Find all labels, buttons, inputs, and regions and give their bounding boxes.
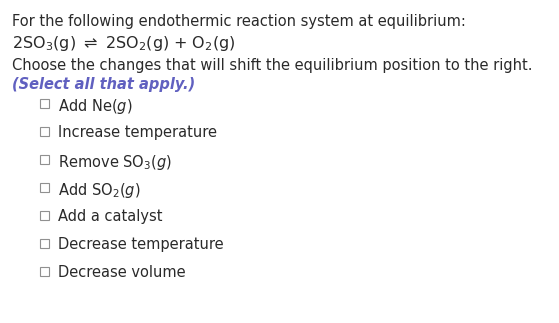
Text: Decrease temperature: Decrease temperature: [58, 237, 224, 252]
Bar: [40, 155, 49, 164]
Bar: [40, 267, 49, 276]
Text: Decrease volume: Decrease volume: [58, 265, 186, 280]
Bar: [40, 99, 49, 108]
Text: Choose the changes that will shift the equilibrium position to the right.: Choose the changes that will shift the e…: [12, 58, 533, 73]
Text: 2SO$_3$(g) $\rightleftharpoons$ 2SO$_2$(g) + O$_2$(g): 2SO$_3$(g) $\rightleftharpoons$ 2SO$_2$(…: [12, 34, 235, 53]
Text: (Select all that apply.): (Select all that apply.): [12, 77, 195, 92]
Text: Add Ne($g$): Add Ne($g$): [58, 97, 132, 116]
Text: Increase temperature: Increase temperature: [58, 125, 217, 140]
Bar: [40, 211, 49, 220]
Bar: [40, 183, 49, 192]
Bar: [40, 239, 49, 248]
Text: For the following endothermic reaction system at equilibrium:: For the following endothermic reaction s…: [12, 14, 466, 29]
Text: Add a catalyst: Add a catalyst: [58, 209, 163, 224]
Bar: [40, 127, 49, 136]
Text: Add SO$_2$($g$): Add SO$_2$($g$): [58, 181, 140, 200]
Text: Remove SO$_3$($g$): Remove SO$_3$($g$): [58, 153, 172, 172]
